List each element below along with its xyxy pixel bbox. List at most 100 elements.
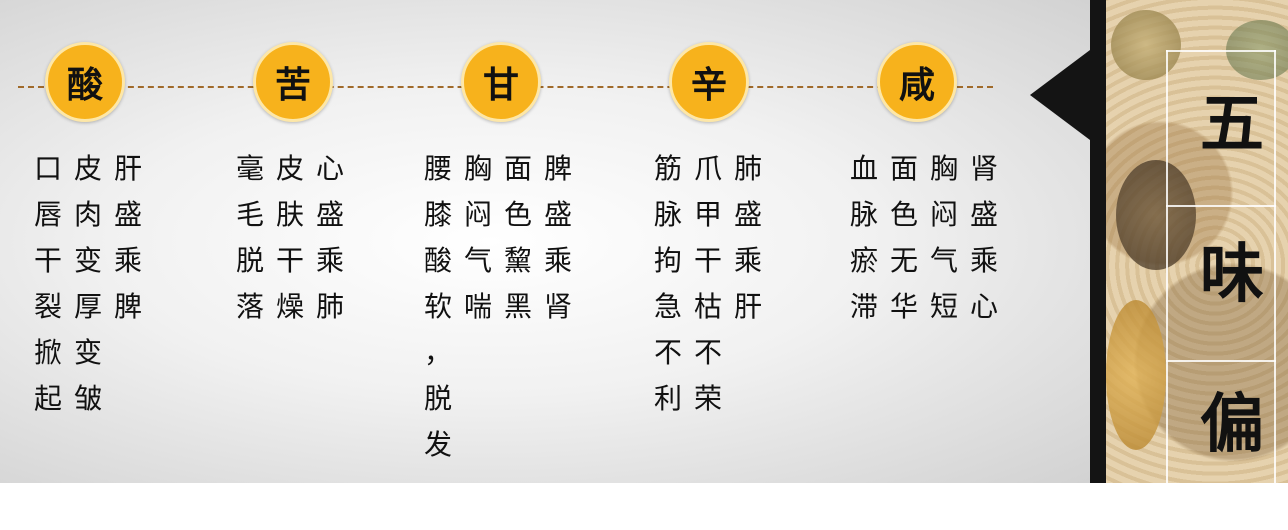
- text-column: 爪甲干枯不荣: [688, 146, 728, 422]
- text-column: 血脉瘀滞: [844, 146, 884, 330]
- text-column: 皮肉变厚变皱: [68, 146, 108, 422]
- text-column: 口唇干裂掀起: [28, 146, 68, 422]
- text-char: 落: [235, 290, 264, 323]
- text-group-salty: 肾盛乘心胸闷气短面色无华血脉瘀滞: [844, 146, 1004, 330]
- text-group-sweet: 脾盛乘肾面色黧黑胸闷气喘腰膝酸软，脱发: [418, 146, 578, 468]
- header-circle-bitter: 苦: [253, 42, 333, 122]
- text-column: 面色无华: [884, 146, 924, 330]
- text-char: 乘: [733, 244, 762, 277]
- text-column: 面色黧黑: [498, 146, 538, 468]
- text-char: 枯: [693, 290, 722, 323]
- text-char: 燥: [275, 290, 304, 323]
- text-char: 软: [423, 290, 452, 323]
- text-column: 肺盛乘肝: [728, 146, 768, 422]
- text-char: 无: [889, 244, 918, 277]
- panel-divider: [1090, 0, 1106, 483]
- text-char: 不: [653, 336, 682, 369]
- header-circle-salty: 咸: [877, 42, 957, 122]
- text-char: 闷: [463, 198, 492, 231]
- text-char: 心: [969, 290, 998, 323]
- text-char: 肤: [275, 198, 304, 231]
- text-char: 黧: [503, 244, 532, 277]
- text-char: 肝: [113, 152, 142, 185]
- text-column: 脾盛乘肾: [538, 146, 578, 468]
- text-char: 发: [423, 428, 452, 461]
- text-char: 腰: [423, 152, 452, 185]
- text-char: 肾: [969, 152, 998, 185]
- text-char: 起: [33, 382, 62, 415]
- text-group-pungent: 肺盛乘肝爪甲干枯不荣筋脉拘急不利: [648, 146, 768, 422]
- text-char: 盛: [113, 198, 142, 231]
- text-char: 滞: [849, 290, 878, 323]
- text-char: 乘: [543, 244, 572, 277]
- text-char: 血: [849, 152, 878, 185]
- text-char: 乘: [969, 244, 998, 277]
- text-char: 瘀: [849, 244, 878, 277]
- text-char: 脾: [543, 152, 572, 185]
- text-char: 拘: [653, 244, 682, 277]
- text-group-bitter: 心盛乘肺皮肤干燥毫毛脱落: [230, 146, 350, 330]
- text-char: 唇: [33, 198, 62, 231]
- text-group-sour: 肝盛乘脾皮肉变厚变皱口唇干裂掀起: [28, 146, 148, 422]
- text-char: 胸: [929, 152, 958, 185]
- text-char: 脾: [113, 290, 142, 323]
- text-char: 变: [73, 336, 102, 369]
- text-char: 急: [653, 290, 682, 323]
- text-char: 爪: [693, 152, 722, 185]
- text-char: 华: [889, 290, 918, 323]
- text-char: 盛: [733, 198, 762, 231]
- text-char: 肝: [733, 290, 762, 323]
- text-char: 喘: [463, 290, 492, 323]
- text-char: 色: [503, 198, 532, 231]
- text-char: 荣: [693, 382, 722, 415]
- text-column: 毫毛脱落: [230, 146, 270, 330]
- text-column: 皮肤干燥: [270, 146, 310, 330]
- text-column: 肝盛乘脾: [108, 146, 148, 422]
- text-char: 脱: [423, 382, 452, 415]
- text-char: 毛: [235, 198, 264, 231]
- text-char: 乘: [113, 244, 142, 277]
- text-char: 筋: [653, 152, 682, 185]
- text-char: 利: [653, 382, 682, 415]
- header-circle-sweet: 甘: [461, 42, 541, 122]
- text-column: 胸闷气喘: [458, 146, 498, 468]
- text-char: 肉: [73, 198, 102, 231]
- text-char: 盛: [543, 198, 572, 231]
- text-char: 短: [929, 290, 958, 323]
- text-char: 肺: [315, 290, 344, 323]
- text-char: 甲: [693, 198, 722, 231]
- text-char: 黑: [503, 290, 532, 323]
- text-char: 酸: [423, 244, 452, 277]
- text-char: 口: [33, 152, 62, 185]
- text-char: 干: [275, 244, 304, 277]
- text-char: 盛: [315, 198, 344, 231]
- text-char: 闷: [929, 198, 958, 231]
- text-column: 腰膝酸软 ， 脱发: [418, 146, 458, 468]
- header-circle-sour: 酸: [45, 42, 125, 122]
- text-char: 掀: [33, 336, 62, 369]
- text-char: 面: [889, 152, 918, 185]
- text-char: 厚: [73, 290, 102, 323]
- panel-title-char: 味: [1200, 237, 1264, 312]
- text-char: 盛: [969, 198, 998, 231]
- text-char: 乘: [315, 244, 344, 277]
- text-char: ，: [423, 336, 452, 369]
- text-char: 皮: [73, 152, 102, 185]
- text-char: 胸: [463, 152, 492, 185]
- text-column: 胸闷气短: [924, 146, 964, 330]
- text-char: 皱: [73, 382, 102, 415]
- text-char: 裂: [33, 290, 62, 323]
- text-char: 脉: [849, 198, 878, 231]
- text-char: 肺: [733, 152, 762, 185]
- text-column: 心盛乘肺: [310, 146, 350, 330]
- text-column: 筋脉拘急不利: [648, 146, 688, 422]
- text-char: 皮: [275, 152, 304, 185]
- text-char: 不: [693, 336, 722, 369]
- text-char: 干: [693, 244, 722, 277]
- panel-title-char: 偏: [1200, 387, 1264, 462]
- text-char: 肾: [543, 290, 572, 323]
- text-char: 毫: [235, 152, 264, 185]
- panel-title: 五 味 偏: [1190, 80, 1274, 530]
- text-char: 面: [503, 152, 532, 185]
- text-char: 脉: [653, 198, 682, 231]
